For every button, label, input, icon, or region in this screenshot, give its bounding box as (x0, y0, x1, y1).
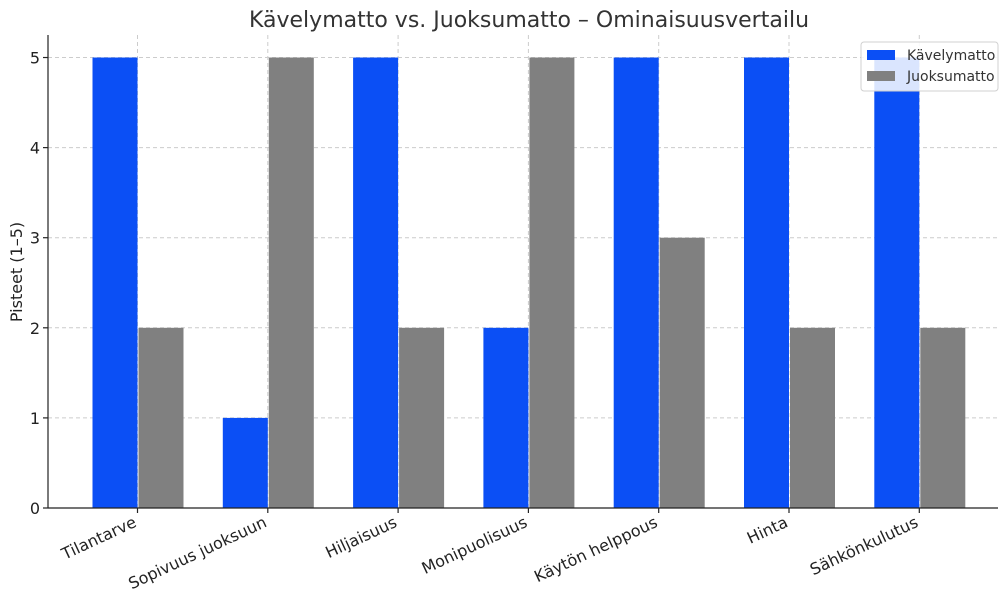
bar-juoksumatto-1 (268, 57, 314, 509)
y-tick-label: 5 (30, 49, 40, 68)
bar-kavelymatto-0 (92, 57, 138, 509)
chart-title: Kävelymatto vs. Juoksumatto – Ominaisuus… (249, 8, 809, 33)
axes (47, 35, 998, 509)
bars (92, 57, 966, 509)
x-tick-label: Monipuolisuus (419, 512, 530, 577)
x-tick-label: Käytön helppous (531, 512, 660, 586)
bar-kavelymatto-5 (744, 57, 789, 509)
y-tick-label: 1 (30, 409, 40, 428)
bar-kavelymatto-3 (483, 327, 529, 508)
legend-label: Juoksumatto (906, 69, 995, 85)
y-tick-labels: 0 1 2 3 4 5 (30, 49, 48, 518)
bar-kavelymatto-6 (874, 57, 920, 509)
bar-kavelymatto-1 (222, 417, 268, 508)
x-tick-label: Sopivuus juoksuun (125, 512, 269, 593)
bar-juoksumatto-2 (399, 327, 445, 508)
y-tick-label: 2 (30, 319, 40, 338)
x-tick-label: Hinta (744, 512, 791, 547)
bar-juoksumatto-3 (529, 57, 575, 509)
bar-juoksumatto-0 (138, 327, 184, 508)
y-tick-label: 4 (30, 139, 40, 158)
y-tick-label: 3 (30, 229, 40, 248)
bar-kavelymatto-4 (613, 57, 659, 509)
legend-label: Kävelymatto (907, 48, 995, 64)
legend-box (860, 41, 999, 92)
x-tick-label: Tilantarve (58, 512, 140, 563)
y-axis-label: Pisteet (1–5) (7, 222, 26, 322)
bar-kavelymatto-2 (353, 57, 399, 509)
bar-juoksumatto-5 (790, 327, 835, 508)
x-tick-label: Sähkönkulutus (807, 512, 921, 579)
bar-juoksumatto-6 (920, 327, 966, 508)
legend: Kävelymatto Juoksumatto (860, 41, 999, 92)
legend-swatch (867, 50, 895, 60)
x-tick-label: Hiljaisuus (322, 512, 399, 562)
legend-swatch (867, 71, 895, 81)
bar-juoksumatto-4 (659, 237, 705, 508)
y-tick-label: 0 (30, 499, 40, 518)
